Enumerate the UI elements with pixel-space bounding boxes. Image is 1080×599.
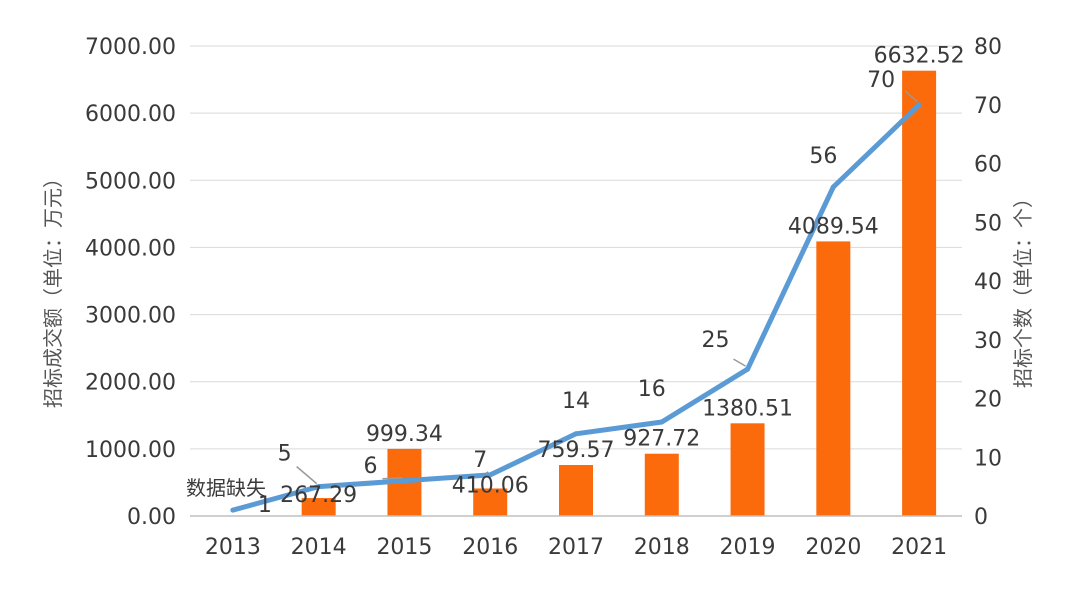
line-point bbox=[916, 102, 922, 108]
y-left-tick-label: 4000.00 bbox=[85, 236, 176, 261]
bar-data-label: 267.29 bbox=[280, 483, 357, 508]
x-tick-label: 2016 bbox=[462, 535, 518, 560]
axes: 0.00 1000.00 2000.00 3000.00 4000.00 5000.00 6… bbox=[85, 35, 1002, 560]
bar bbox=[902, 70, 937, 517]
line-point bbox=[659, 419, 665, 425]
line-series bbox=[230, 102, 922, 513]
y-left-tick-label: 2000.00 bbox=[85, 371, 176, 396]
bar-data-label: 759.57 bbox=[538, 438, 615, 463]
line-data-label: 1 bbox=[258, 493, 272, 518]
label-leader-line bbox=[904, 90, 918, 103]
bar bbox=[559, 465, 593, 516]
label-leader-line bbox=[733, 358, 746, 367]
y-right-tick-label: 10 bbox=[974, 446, 1002, 471]
bar bbox=[816, 241, 851, 516]
line-point bbox=[401, 478, 407, 484]
bar-data-label: 410.06 bbox=[452, 473, 529, 498]
x-tick-label: 2014 bbox=[291, 535, 347, 560]
line-data-label: 6 bbox=[363, 454, 377, 479]
y-left-tick-label: 7000.00 bbox=[85, 35, 176, 60]
label-leader-line bbox=[296, 466, 318, 485]
line-point bbox=[230, 507, 236, 513]
line-data-label: 25 bbox=[702, 328, 730, 353]
bar-data-label: 6632.52 bbox=[874, 44, 965, 69]
bar bbox=[473, 488, 508, 516]
label-leader-line bbox=[485, 471, 489, 474]
bar-data-label: 4089.54 bbox=[788, 214, 879, 239]
line-point bbox=[573, 431, 579, 437]
line-data-label: 5 bbox=[278, 442, 292, 467]
y-right-tick-label: 70 bbox=[974, 94, 1002, 119]
x-tick-label: 2017 bbox=[548, 535, 604, 560]
line-data-label: 16 bbox=[638, 377, 666, 402]
line-point bbox=[745, 366, 751, 372]
y-axis-left-title: 招标成交额（单位：万元） bbox=[41, 168, 65, 408]
gridlines bbox=[190, 45, 962, 517]
y-right-tick-label: 40 bbox=[974, 270, 1002, 295]
y-left-tick-label: 5000.00 bbox=[85, 169, 176, 194]
bar bbox=[301, 498, 336, 516]
y-left-tick-label: 3000.00 bbox=[85, 304, 176, 329]
y-left-tick-label: 0.00 bbox=[127, 505, 176, 530]
bar-data-label: 927.72 bbox=[623, 427, 700, 452]
y-right-tick-label: 20 bbox=[974, 388, 1002, 413]
y-left-tick-label: 6000.00 bbox=[85, 102, 176, 127]
missing-data-note: 数据缺失 bbox=[186, 476, 266, 500]
bar-data-label: 999.34 bbox=[366, 422, 443, 447]
y-axis-right-title: 招标个数（单位：个） bbox=[1011, 188, 1035, 388]
line-data-label: 7 bbox=[473, 448, 487, 473]
y-right-tick-label: 80 bbox=[974, 35, 1002, 60]
bar bbox=[730, 423, 765, 516]
y-right-tick-label: 30 bbox=[974, 329, 1002, 354]
x-tick-label: 2015 bbox=[376, 535, 432, 560]
line-data-label: 70 bbox=[867, 68, 895, 93]
bar bbox=[644, 453, 679, 516]
bar-data-label: 1380.51 bbox=[702, 396, 793, 421]
y-right-tick-label: 0 bbox=[974, 505, 988, 530]
line-data-label: 56 bbox=[809, 144, 837, 169]
label-leader-line bbox=[382, 477, 403, 480]
line-point bbox=[316, 484, 322, 490]
x-tick-label: 2021 bbox=[891, 535, 947, 560]
x-tick-label: 2020 bbox=[805, 535, 861, 560]
x-tick-label: 2019 bbox=[720, 535, 776, 560]
x-tick-label: 2013 bbox=[205, 535, 261, 560]
y-right-tick-label: 50 bbox=[974, 211, 1002, 236]
line-data-label: 14 bbox=[562, 389, 590, 414]
y-right-tick-label: 60 bbox=[974, 153, 1002, 178]
line-point bbox=[830, 184, 836, 190]
line-point bbox=[487, 472, 493, 478]
x-tick-label: 2018 bbox=[634, 535, 690, 560]
y-left-tick-label: 1000.00 bbox=[85, 438, 176, 463]
